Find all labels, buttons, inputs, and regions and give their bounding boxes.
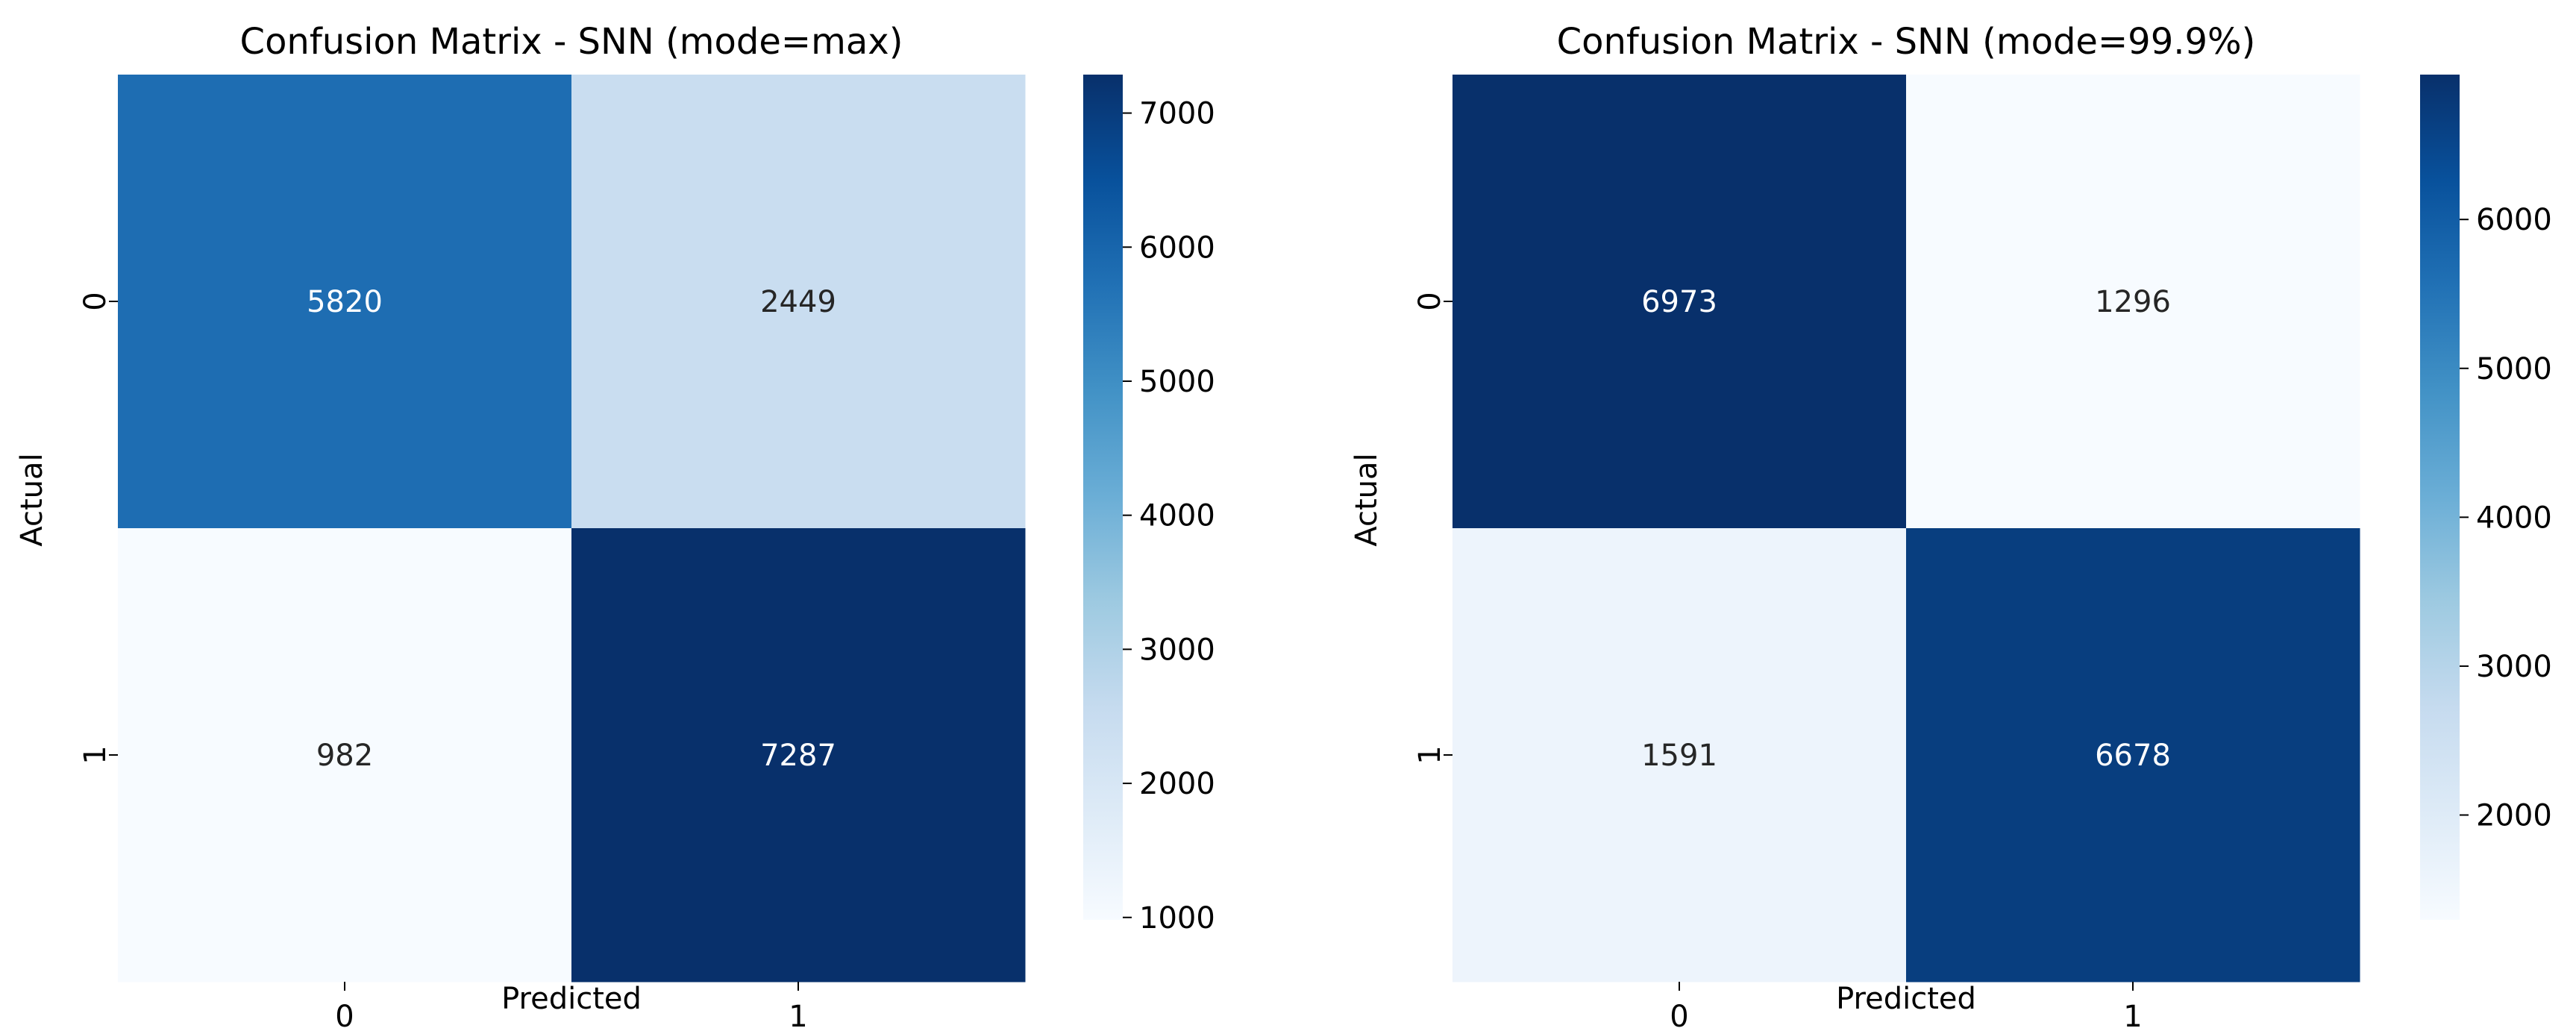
colorbar: 2000 3000 4000 5000 6000 — [2420, 75, 2552, 920]
cell-value-label: 1591 — [1641, 739, 1717, 773]
heatmap-panel-2: Confusion Matrix - SNN (mode=99.9%) 6973… — [1350, 21, 2552, 1031]
cell-value-label: 6973 — [1641, 285, 1717, 319]
colorbar: 1000 2000 3000 4000 5000 6000 7000 — [1083, 75, 1215, 936]
y-tick-label: 1 — [1413, 745, 1447, 764]
colorbar-tick-label: 6000 — [2476, 203, 2552, 237]
cell-value-label: 7287 — [760, 739, 836, 773]
colorbar-tick-label: 6000 — [1139, 231, 1215, 265]
x-tick-label: 1 — [2123, 1000, 2142, 1031]
colorbar-tick-label: 3000 — [1139, 633, 1215, 667]
chart-title: Confusion Matrix - SNN (mode=99.9%) — [1557, 21, 2256, 63]
y-tick-label: 1 — [78, 745, 113, 764]
y-ticks: 01 — [78, 292, 118, 765]
colorbar-tick-label: 2000 — [1139, 767, 1215, 801]
x-axis-label: Predicted — [501, 982, 642, 1016]
cell-value-label: 1296 — [2095, 285, 2171, 319]
x-axis-label: Predicted — [1836, 982, 1976, 1016]
heatmap-cells: 5820 2449 982 7287 — [118, 75, 1026, 983]
heatmap-panel-1: Confusion Matrix - SNN (mode=max) 5820 24… — [15, 21, 1215, 1031]
colorbar-tick-label: 5000 — [1139, 365, 1215, 399]
cell-value-label: 2449 — [760, 285, 836, 319]
y-ticks: 01 — [1413, 292, 1452, 765]
x-tick-label: 0 — [335, 1000, 354, 1031]
colorbar-ticks: 1000 2000 3000 4000 5000 6000 7000 — [1123, 97, 1215, 936]
colorbar-gradient — [1083, 75, 1123, 920]
heatmap-cell — [571, 75, 1026, 529]
heatmap-cells: 6973 1296 1591 6678 — [1452, 75, 2360, 983]
colorbar-tick-label: 7000 — [1139, 97, 1215, 131]
x-tick-label: 0 — [1670, 1000, 1688, 1031]
heatmap-cell — [1906, 75, 2360, 529]
colorbar-tick-label: 5000 — [2476, 352, 2552, 386]
heatmap-cell — [571, 528, 1026, 983]
heatmap-cell — [118, 528, 572, 983]
colorbar-tick-label: 3000 — [2476, 650, 2552, 684]
heatmap-cell — [118, 75, 572, 529]
colorbar-gradient — [2420, 75, 2460, 920]
colorbar-tick-label: 4000 — [2476, 501, 2552, 535]
chart-title: Confusion Matrix - SNN (mode=max) — [240, 21, 903, 63]
heatmap-cell — [1906, 528, 2360, 983]
y-axis-label: Actual — [1350, 453, 1384, 546]
y-tick-label: 0 — [78, 292, 113, 310]
cell-value-label: 5820 — [307, 285, 383, 319]
y-axis-label: Actual — [15, 453, 49, 546]
heatmap-cell — [1452, 75, 1907, 529]
y-tick-label: 0 — [1413, 292, 1447, 310]
colorbar-ticks: 2000 3000 4000 5000 6000 — [2460, 203, 2552, 833]
colorbar-tick-label: 4000 — [1139, 499, 1215, 533]
x-tick-label: 1 — [789, 1000, 807, 1031]
heatmap-cell — [1452, 528, 1907, 983]
colorbar-tick-label: 1000 — [1139, 901, 1215, 936]
colorbar-tick-label: 2000 — [2476, 798, 2552, 833]
cell-value-label: 6678 — [2095, 739, 2171, 773]
cell-value-label: 982 — [316, 739, 373, 773]
